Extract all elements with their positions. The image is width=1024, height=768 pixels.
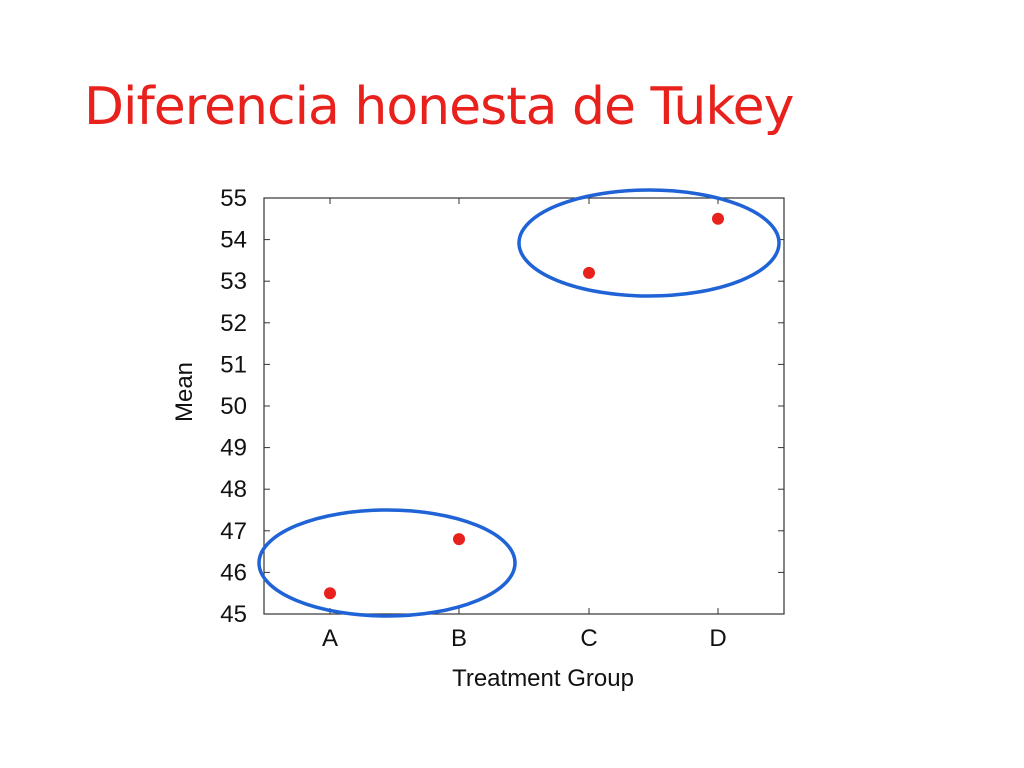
y-tick-label: 54 [220, 227, 247, 254]
y-tick-label: 50 [220, 393, 247, 420]
y-axis-ticks: 45 46 47 48 49 50 51 52 53 54 55 [220, 185, 784, 628]
data-point-b [453, 533, 465, 546]
x-tick-label-d: D [709, 625, 726, 652]
y-tick-label: 49 [220, 435, 247, 462]
y-axis-title: Mean [171, 362, 198, 422]
y-tick-label: 51 [220, 351, 247, 378]
x-tick-label-b: B [451, 625, 467, 652]
y-tick-label: 52 [220, 310, 247, 337]
data-point-d [712, 212, 724, 225]
x-tick-label-a: A [322, 625, 338, 652]
slide-title: Diferencia honesta de Tukey [84, 77, 794, 137]
y-tick-label: 47 [220, 518, 247, 545]
data-point-a [324, 587, 336, 600]
group-ellipse-cd [517, 188, 781, 298]
x-axis-ticks: A B C D [322, 198, 727, 652]
y-tick-label: 45 [220, 601, 247, 628]
x-tick-label-c: C [580, 625, 597, 652]
data-point-c [583, 266, 595, 279]
y-tick-label: 46 [220, 559, 247, 586]
y-tick-label: 48 [220, 476, 247, 503]
y-tick-label: 53 [220, 268, 247, 295]
y-tick-label: 55 [220, 185, 247, 212]
group-ellipses [257, 188, 781, 618]
x-axis-title: Treatment Group [452, 665, 634, 692]
group-ellipse-ab [257, 508, 517, 618]
data-points [324, 212, 724, 600]
